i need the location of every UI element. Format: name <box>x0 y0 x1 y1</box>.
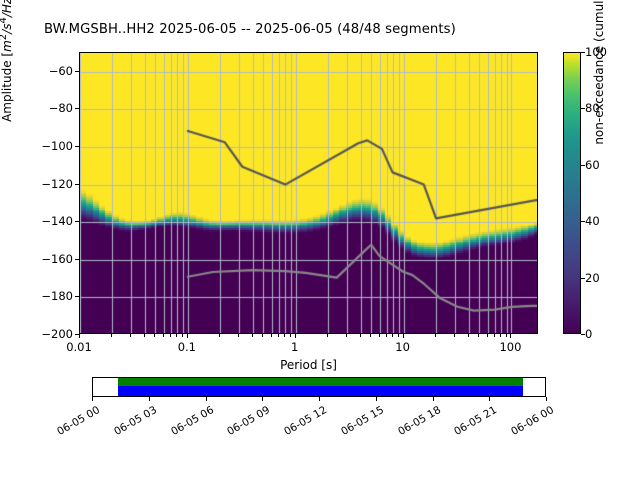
data-coverage-green <box>117 378 523 387</box>
x-tick-mark-minor <box>477 334 479 337</box>
timeline-tick-label: 06-05 18 <box>395 404 443 439</box>
x-tick-label: 0.01 <box>66 340 92 354</box>
colorbar-tick-mark <box>581 52 585 53</box>
x-tick-mark-minor <box>289 334 291 337</box>
colorbar-tick-mark <box>581 277 585 279</box>
colorbar-tick-mark <box>581 108 585 110</box>
x-tick-mark-minor <box>454 334 456 337</box>
timeline-tick-label: 06-05 03 <box>111 404 159 439</box>
y-tick-mark <box>75 296 79 298</box>
timeline-tick-mark <box>319 397 320 401</box>
noise-model-lines <box>80 53 537 333</box>
timeline-tick-label: 06-05 21 <box>452 404 500 439</box>
x-tick-label: 1 <box>291 340 299 354</box>
x-tick-mark-minor <box>170 334 172 337</box>
x-tick-mark-minor <box>486 334 488 337</box>
x-tick-mark-minor <box>385 334 387 337</box>
colorbar-tick-label: 60 <box>585 157 600 172</box>
data-coverage-blue <box>117 386 523 396</box>
colorbar <box>563 52 581 334</box>
x-tick-mark-minor <box>467 334 469 337</box>
y-tick-label: −100 <box>41 139 73 153</box>
y-axis-label: Amplitude [m2/s4/Hz] [dB] <box>0 0 14 122</box>
timeline-tick-label: 06-06 00 <box>509 404 556 439</box>
x-tick-mark-minor <box>270 334 272 337</box>
x-tick-mark-minor <box>500 334 501 337</box>
y-tick-label: −60 <box>48 63 73 78</box>
y-tick-label: −160 <box>41 251 73 266</box>
x-tick-mark-minor <box>493 334 495 337</box>
timeline-coverage-bar[interactable] <box>92 377 546 397</box>
x-tick-mark-minor <box>251 334 253 337</box>
timeline-tick-mark <box>262 397 264 401</box>
y-tick-label: −140 <box>41 214 73 229</box>
x-tick-mark-minor <box>130 334 132 337</box>
colorbar-tick-mark <box>581 164 585 166</box>
x-tick-mark-major <box>79 334 80 338</box>
x-tick-mark-minor <box>392 334 394 337</box>
colorbar-tick-mark <box>581 334 585 335</box>
x-tick-mark-minor <box>278 334 280 337</box>
x-tick-mark-minor <box>370 334 372 337</box>
x-tick-mark-minor <box>238 334 240 337</box>
x-tick-mark-minor <box>154 334 156 337</box>
colorbar-tick-label: 20 <box>585 270 600 285</box>
x-tick-mark-major <box>186 334 188 338</box>
x-tick-mark-minor <box>359 334 361 337</box>
y-tick-mark <box>75 258 79 260</box>
y-tick-label: −200 <box>41 327 73 341</box>
x-tick-mark-minor <box>397 334 399 337</box>
colorbar-tick-mark <box>581 221 585 223</box>
x-tick-mark-minor <box>346 334 348 337</box>
x-tick-mark-minor <box>435 334 437 337</box>
x-tick-mark-major <box>294 334 296 338</box>
x-tick-mark-minor <box>284 334 286 337</box>
timeline-tick-label: 06-05 15 <box>338 404 386 439</box>
timeline-tick-mark <box>148 397 150 401</box>
y-tick-label: −120 <box>41 176 73 191</box>
colorbar-tick-label: 100 <box>585 45 607 59</box>
x-tick-mark-minor <box>262 334 264 337</box>
x-tick-mark-minor <box>111 334 113 337</box>
timeline-tick-label: 06-05 00 <box>55 404 102 439</box>
y-tick-label: −180 <box>41 289 73 304</box>
figure-title: BW.MGSBH..HH2 2025-06-05 -- 2025-06-05 (… <box>44 22 456 37</box>
y-tick-mark <box>75 221 79 223</box>
y-tick-mark <box>75 334 79 335</box>
x-tick-mark-minor <box>219 334 221 337</box>
x-tick-label: 0.1 <box>177 340 197 354</box>
colorbar-tick-label: 0 <box>585 327 593 341</box>
timeline-tick-mark <box>432 397 434 401</box>
x-tick-label: 10 <box>395 340 410 354</box>
timeline-tick-label: 06-05 06 <box>168 404 216 439</box>
y-tick-mark <box>75 70 79 72</box>
colorbar-tick-label: 40 <box>585 214 600 229</box>
timeline-tick-label: 06-05 12 <box>282 404 329 439</box>
colorbar-tick-label: 80 <box>585 101 600 116</box>
timeline-tick-mark <box>546 397 547 401</box>
x-tick-mark-minor <box>181 334 183 337</box>
x-tick-mark-major <box>510 334 512 338</box>
timeline-tick-label: 06-05 09 <box>225 404 273 439</box>
x-tick-mark-minor <box>378 334 380 337</box>
timeline-tick-mark <box>205 397 207 401</box>
x-tick-mark-minor <box>143 334 145 337</box>
x-tick-mark-minor <box>176 334 178 337</box>
y-tick-label: −80 <box>48 101 73 116</box>
y-tick-mark <box>75 183 79 185</box>
x-tick-label: 100 <box>499 340 522 354</box>
colorbar-label: non-exceedance (cumulative) [%] <box>592 0 606 145</box>
x-tick-mark-minor <box>327 334 329 337</box>
x-tick-mark-minor <box>162 334 164 337</box>
y-tick-mark <box>75 146 79 147</box>
ppsd-axes[interactable] <box>79 52 538 334</box>
timeline-tick-mark <box>375 397 377 401</box>
x-tick-mark-minor <box>505 334 507 337</box>
y-tick-mark <box>75 108 79 110</box>
x-tick-mark-major <box>402 334 404 338</box>
timeline-tick-mark <box>489 397 491 401</box>
timeline-tick-mark <box>92 397 93 401</box>
x-axis-label: Period [s] <box>280 358 337 372</box>
